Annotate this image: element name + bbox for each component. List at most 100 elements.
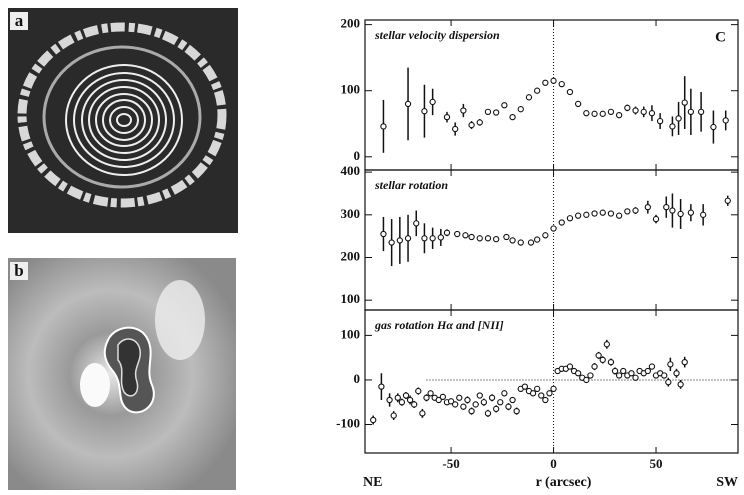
- data-point: [504, 234, 509, 239]
- data-point: [688, 109, 693, 114]
- data-point: [641, 109, 646, 114]
- data-point: [430, 236, 435, 241]
- data-point: [711, 124, 716, 129]
- data-point: [649, 111, 654, 116]
- data-point: [658, 119, 663, 124]
- data-point: [682, 360, 687, 365]
- data-point: [420, 411, 425, 416]
- data-point: [608, 109, 613, 114]
- data-point: [444, 115, 449, 120]
- data-point: [389, 240, 394, 245]
- data-point: [473, 402, 478, 407]
- data-point: [584, 111, 589, 116]
- data-point: [494, 237, 499, 242]
- data-point: [424, 395, 429, 400]
- y-tick-label: 300: [341, 206, 361, 221]
- data-point: [463, 233, 468, 238]
- data-point: [397, 238, 402, 243]
- x-tick-label: 50: [650, 456, 663, 471]
- data-point: [510, 397, 515, 402]
- y-tick-label: -100: [336, 415, 360, 430]
- data-point: [485, 109, 490, 114]
- x-tick-label: 0: [550, 456, 557, 471]
- data-point: [387, 397, 392, 402]
- data-point: [457, 395, 462, 400]
- data-point: [699, 109, 704, 114]
- data-point: [407, 397, 412, 402]
- data-point: [494, 406, 499, 411]
- image-label: b: [14, 261, 23, 280]
- data-point: [559, 220, 564, 225]
- data-point: [444, 230, 449, 235]
- data-point: [551, 386, 556, 391]
- data-point: [543, 397, 548, 402]
- data-point: [414, 221, 419, 226]
- y-tick-label: 0: [354, 148, 361, 163]
- x-axis-label: r (arcsec): [536, 475, 592, 490]
- y-tick-label: 400: [341, 163, 361, 178]
- data-point: [494, 110, 499, 115]
- y-tick-label: 0: [354, 371, 361, 386]
- data-point: [633, 108, 638, 113]
- data-point: [653, 216, 658, 221]
- data-point: [510, 238, 515, 243]
- data-point: [489, 395, 494, 400]
- data-point: [371, 417, 376, 422]
- data-point: [725, 198, 730, 203]
- data-point: [604, 342, 609, 347]
- data-point: [530, 391, 535, 396]
- data-point: [469, 409, 474, 414]
- data-point: [453, 402, 458, 407]
- data-point: [592, 211, 597, 216]
- data-point: [422, 109, 427, 114]
- data-point: [567, 89, 572, 94]
- data-point: [723, 118, 728, 123]
- data-point: [625, 209, 630, 214]
- image-a: a: [8, 8, 238, 233]
- image-b: b: [8, 258, 236, 490]
- data-point: [535, 386, 540, 391]
- data-point: [469, 234, 474, 239]
- data-point: [649, 364, 654, 369]
- data-point: [477, 393, 482, 398]
- data-point: [567, 216, 572, 221]
- data-point: [617, 373, 622, 378]
- data-point: [576, 371, 581, 376]
- data-point: [662, 373, 667, 378]
- data-point: [526, 95, 531, 100]
- data-point: [551, 226, 556, 231]
- data-point: [612, 368, 617, 373]
- data-point: [676, 116, 681, 121]
- panel-frame: [365, 20, 738, 170]
- data-point: [621, 368, 626, 373]
- data-point: [596, 353, 601, 358]
- y-tick-label: 100: [341, 291, 361, 306]
- data-point: [666, 380, 671, 385]
- data-point: [391, 413, 396, 418]
- data-point: [608, 211, 613, 216]
- data-point: [477, 236, 482, 241]
- data-point: [438, 235, 443, 240]
- data-point: [674, 371, 679, 376]
- data-point: [461, 108, 466, 113]
- data-point: [395, 395, 400, 400]
- data-point: [485, 236, 490, 241]
- data-point: [592, 111, 597, 116]
- data-point: [678, 211, 683, 216]
- data-point: [645, 205, 650, 210]
- data-point: [510, 115, 515, 120]
- data-point: [498, 400, 503, 405]
- data-point: [405, 101, 410, 106]
- data-point: [502, 103, 507, 108]
- data-point: [600, 210, 605, 215]
- panel-label: stellar velocity dispersion: [374, 28, 500, 42]
- data-point: [645, 368, 650, 373]
- data-point: [629, 371, 634, 376]
- y-tick-label: 100: [341, 326, 361, 341]
- data-point: [617, 213, 622, 218]
- data-point: [485, 411, 490, 416]
- data-point: [608, 360, 613, 365]
- data-point: [539, 393, 544, 398]
- data-point: [465, 397, 470, 402]
- data-point: [617, 113, 622, 118]
